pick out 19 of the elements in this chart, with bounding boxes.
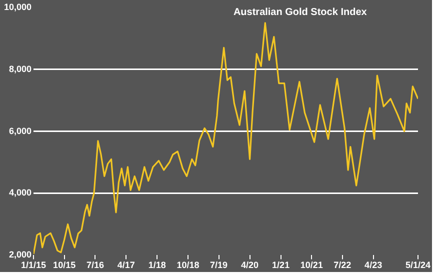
x-tick-label: 1/21 (272, 260, 290, 270)
y-tick-label: 2,000 (8, 250, 32, 260)
x-tick-label: 5/1/24 (405, 260, 431, 270)
y-tick-label: 6,000 (8, 126, 32, 136)
y-tick-label: 4,000 (8, 188, 32, 198)
x-tick-label: 4/17 (117, 260, 135, 270)
x-tick-label: 7/22 (334, 260, 352, 270)
x-tick-label: 4/20 (241, 260, 259, 270)
x-tick-label: 4/23 (364, 260, 382, 270)
y-tick-label: 10,000 (4, 2, 32, 12)
x-tick-label: 7/19 (210, 260, 228, 270)
x-tick-label: 1/18 (148, 260, 166, 270)
x-tick-label: 10/15 (53, 260, 76, 270)
x-tick-label: 10/18 (176, 260, 200, 270)
y-tick-label: 8,000 (8, 64, 32, 74)
x-tick-label: 1/1/15 (21, 260, 46, 270)
x-tick-label: 10/21 (300, 260, 323, 270)
x-tick-label: 7/16 (86, 260, 104, 270)
chart-title: Australian Gold Stock Index (233, 6, 368, 18)
